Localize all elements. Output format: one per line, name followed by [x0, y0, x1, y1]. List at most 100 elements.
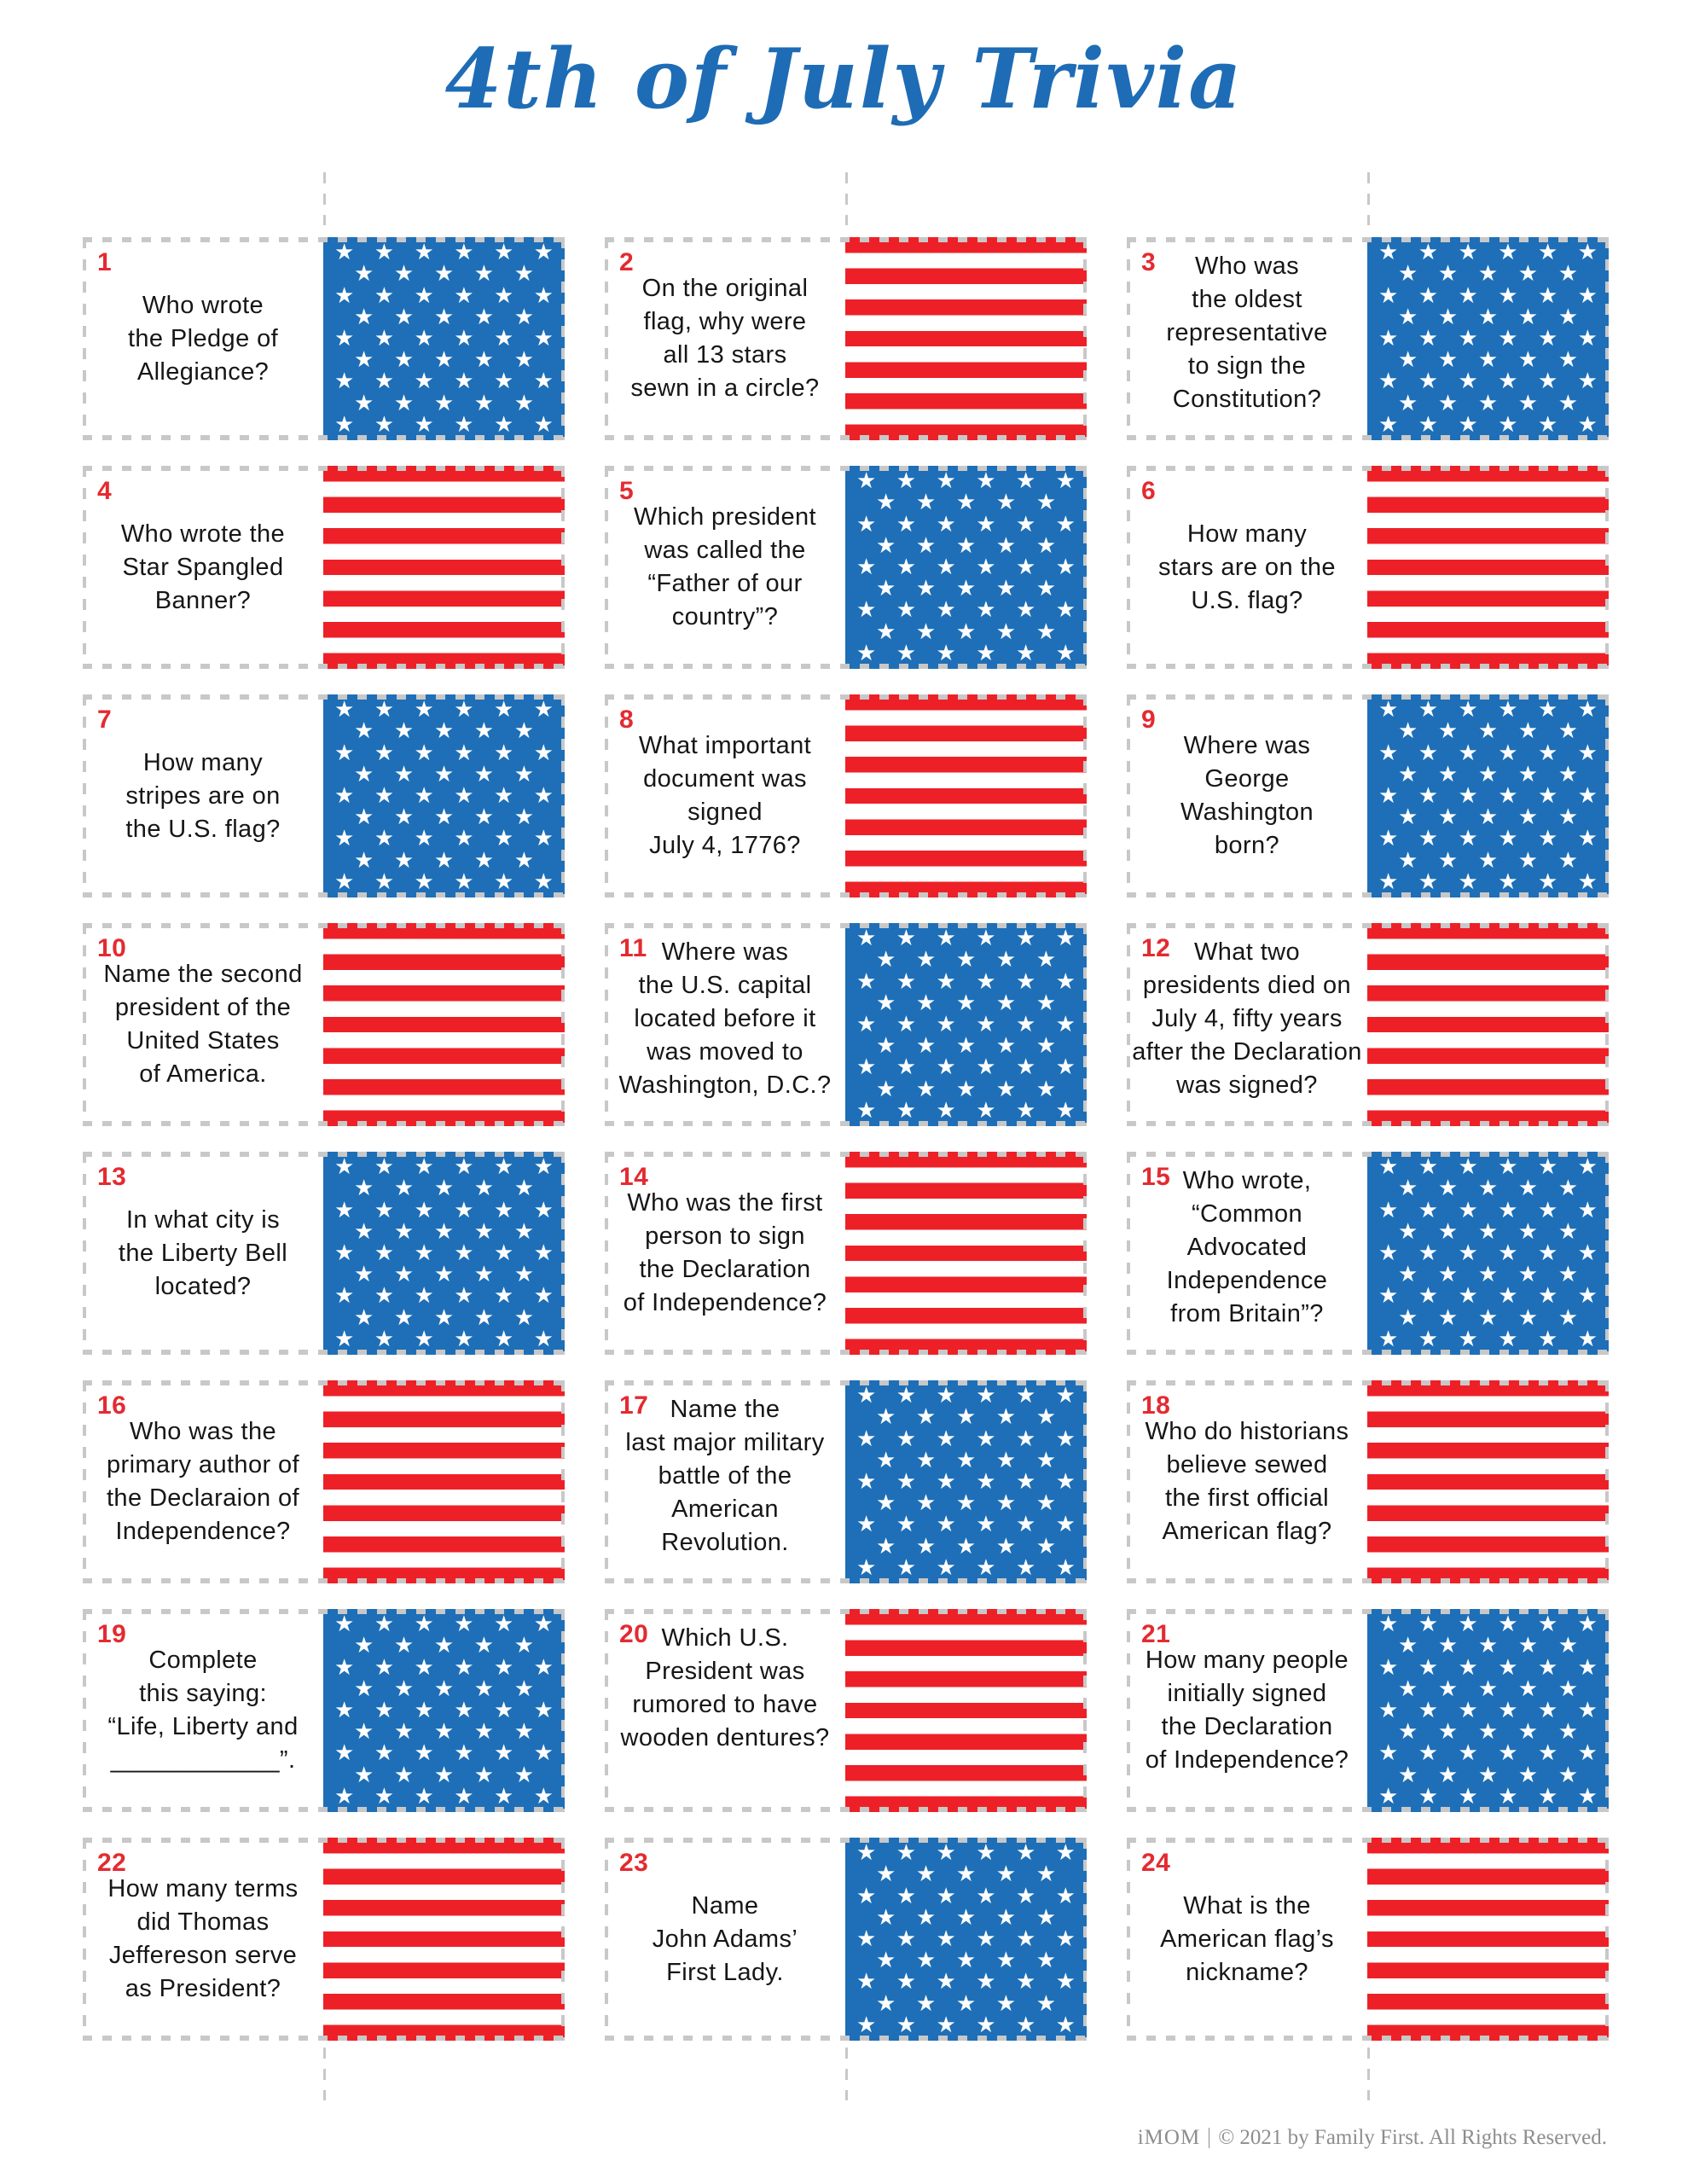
star-row: ★ ★ ★ ★ ★ — [323, 1635, 565, 1657]
star-icon: ★ — [1437, 761, 1459, 787]
star-icon: ★ — [393, 1676, 415, 1702]
star-row: ★ ★ ★ ★ ★ ★ — [323, 241, 565, 264]
star-row: ★ ★ ★ ★ ★ ★ — [845, 642, 1087, 665]
star-icon: ★ — [976, 1969, 996, 1995]
star-row: ★ ★ ★ ★ ★ ★ — [845, 1385, 1087, 1407]
trivia-card-19: 19 Complete this saying: “Life, Liberty a… — [83, 1609, 565, 1812]
star-icon: ★ — [1458, 1283, 1478, 1310]
trivia-card-14: 14 Who was the first person to sign the D… — [605, 1152, 1087, 1355]
star-icon: ★ — [1537, 1612, 1558, 1638]
star-icon: ★ — [393, 347, 415, 374]
star-icon: ★ — [454, 1740, 474, 1767]
star-icon: ★ — [1055, 1011, 1076, 1037]
star-icon: ★ — [1035, 1490, 1056, 1517]
star-icon: ★ — [856, 511, 877, 537]
star-icon: ★ — [533, 282, 554, 309]
star-row: ★ ★ ★ ★ ★ ★ — [845, 1512, 1087, 1538]
star-icon: ★ — [393, 761, 415, 787]
question-text: Where was the U.S. capital located befor… — [618, 938, 832, 1099]
star-icon: ★ — [856, 2012, 877, 2038]
flag-stripes-panel — [1367, 466, 1609, 669]
flag-stars-panel: ★ ★ ★ ★ ★ ★ ★ ★ ★ ★ ★ ★ ★ ★ ★ ★ ★ ★ ★ ★ ★ ★ ★ ★ ★ ★ ★ ★ ★ ★ ★ ★ ★ ★ ★ ★ ★ ★ ★ ★… — [323, 1152, 565, 1355]
star-icon: ★ — [414, 782, 434, 809]
star-icon: ★ — [1498, 1326, 1518, 1352]
star-icon: ★ — [896, 1468, 917, 1495]
cut-border-left — [83, 694, 86, 897]
star-icon: ★ — [374, 826, 395, 852]
cut-border-right — [1083, 237, 1087, 440]
star-icon: ★ — [473, 1676, 495, 1702]
star-icon: ★ — [1055, 968, 1076, 995]
star-icon: ★ — [374, 282, 395, 309]
star-icon: ★ — [1477, 390, 1499, 416]
star-icon: ★ — [513, 718, 534, 745]
cut-border-left — [605, 1609, 608, 1812]
star-icon: ★ — [1537, 1326, 1558, 1352]
cut-border-right — [1083, 1152, 1087, 1355]
star-icon: ★ — [1537, 325, 1558, 351]
star-icon: ★ — [1458, 1740, 1478, 1767]
cut-border-left — [83, 466, 86, 669]
star-icon: ★ — [1378, 411, 1399, 438]
cut-border-right — [1083, 1838, 1087, 2041]
star-icon: ★ — [433, 1176, 455, 1202]
star-icon: ★ — [533, 826, 554, 852]
star-icon: ★ — [1015, 1883, 1036, 1909]
star-icon: ★ — [1378, 1654, 1399, 1681]
cut-border-right — [561, 1838, 565, 2041]
star-icon: ★ — [1035, 490, 1056, 516]
star-icon: ★ — [1398, 304, 1418, 330]
star-icon: ★ — [876, 490, 896, 516]
star-icon: ★ — [374, 369, 395, 395]
star-icon: ★ — [393, 1176, 415, 1202]
star-icon: ★ — [976, 1554, 996, 1581]
cut-border-top — [605, 1609, 1087, 1614]
cut-border-left — [605, 1838, 608, 2041]
cut-border-left — [83, 1838, 86, 2041]
trivia-card-21: 21 How many people initially signed the D… — [1127, 1609, 1609, 1812]
star-icon: ★ — [1557, 1176, 1578, 1202]
star-icon: ★ — [1055, 468, 1076, 495]
star-row: ★ ★ ★ ★ ★ — [1367, 850, 1609, 872]
star-row: ★ ★ ★ ★ ★ — [845, 1490, 1087, 1517]
star-icon: ★ — [493, 826, 514, 852]
trivia-card-22: 22 How many terms did Thomas Jeffereson s… — [83, 1838, 565, 2041]
star-icon: ★ — [533, 1740, 554, 1767]
star-icon: ★ — [454, 1326, 474, 1352]
star-icon: ★ — [856, 1426, 877, 1452]
star-icon: ★ — [1537, 1240, 1558, 1266]
star-icon: ★ — [1537, 282, 1558, 309]
question-text: Who wrote the Pledge of Allegiance? — [127, 291, 279, 386]
star-icon: ★ — [354, 761, 374, 787]
star-icon: ★ — [1498, 1740, 1518, 1767]
star-icon: ★ — [856, 468, 877, 495]
star-icon: ★ — [1015, 1512, 1036, 1538]
cut-border-bottom — [1127, 664, 1609, 669]
star-row: ★ ★ ★ ★ ★ ★ — [1367, 699, 1609, 721]
cut-border-left — [83, 1152, 86, 1355]
star-icon: ★ — [1418, 411, 1439, 438]
star-icon: ★ — [1557, 347, 1578, 374]
star-icon: ★ — [856, 597, 877, 624]
fold-guide-top-1 — [323, 172, 326, 225]
star-icon: ★ — [1537, 868, 1558, 895]
star-icon: ★ — [433, 304, 455, 330]
star-icon: ★ — [1378, 826, 1399, 852]
star-icon: ★ — [513, 1176, 534, 1202]
star-icon: ★ — [1398, 261, 1418, 288]
star-icon: ★ — [955, 1404, 977, 1431]
star-icon: ★ — [493, 1326, 514, 1352]
star-icon: ★ — [1517, 1218, 1539, 1245]
star-icon: ★ — [976, 2012, 996, 2038]
star-row: ★ ★ ★ ★ ★ ★ — [1367, 1283, 1609, 1310]
cut-border-top — [83, 237, 565, 242]
star-icon: ★ — [374, 1697, 395, 1723]
star-icon: ★ — [354, 1218, 374, 1245]
star-icon: ★ — [1557, 1218, 1578, 1245]
star-icon: ★ — [1418, 782, 1439, 809]
star-icon: ★ — [1577, 1612, 1598, 1638]
star-row: ★ ★ ★ ★ ★ — [323, 761, 565, 787]
star-icon: ★ — [1015, 2012, 1036, 2038]
star-icon: ★ — [995, 619, 1017, 645]
trivia-card-16: 16 Who was the primary author of the Decl… — [83, 1380, 565, 1583]
